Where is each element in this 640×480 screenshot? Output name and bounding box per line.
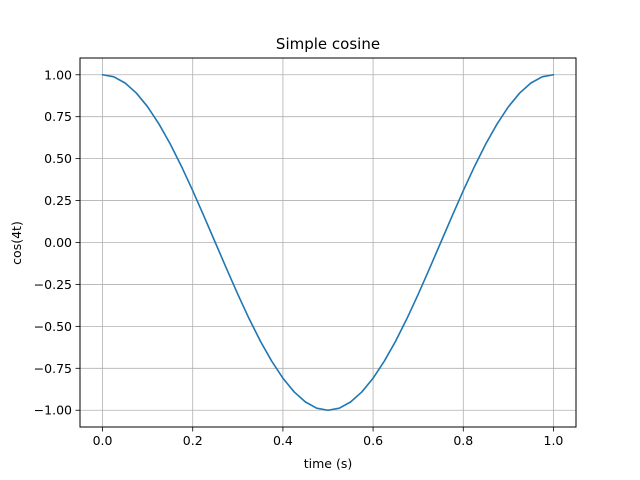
y-tick-label: −0.50 xyxy=(34,319,72,334)
x-axis-label: time (s) xyxy=(304,456,352,471)
y-axis: 1.00 0.75 0.50 0.25 0.00 −0.25 −0.50 −0.75 −1.00 xyxy=(34,67,80,418)
x-tick-label: 0.0 xyxy=(93,433,113,448)
chart-title: Simple cosine xyxy=(276,35,380,53)
x-tick-label: 0.6 xyxy=(363,433,383,448)
x-tick-label: 0.2 xyxy=(183,433,203,448)
y-tick-label: 0.75 xyxy=(44,109,72,124)
y-tick-label: 0.50 xyxy=(44,151,72,166)
x-tick-label: 0.4 xyxy=(273,433,293,448)
series-layer xyxy=(101,73,555,412)
y-tick-label: 0.00 xyxy=(44,235,72,250)
x-axis: 0.0 0.2 0.4 0.6 0.8 1.0 xyxy=(93,427,564,448)
y-tick-label: 0.25 xyxy=(44,193,72,208)
x-tick-label: 1.0 xyxy=(544,433,564,448)
series-line xyxy=(101,73,555,412)
y-axis-label: cos(4t) xyxy=(9,221,24,265)
y-tick-label: 1.00 xyxy=(44,67,72,82)
x-tick-label: 0.8 xyxy=(453,433,473,448)
y-tick-label: −1.00 xyxy=(34,403,72,418)
y-tick-label: −0.25 xyxy=(34,277,72,292)
y-tick-label: −0.75 xyxy=(34,361,72,376)
